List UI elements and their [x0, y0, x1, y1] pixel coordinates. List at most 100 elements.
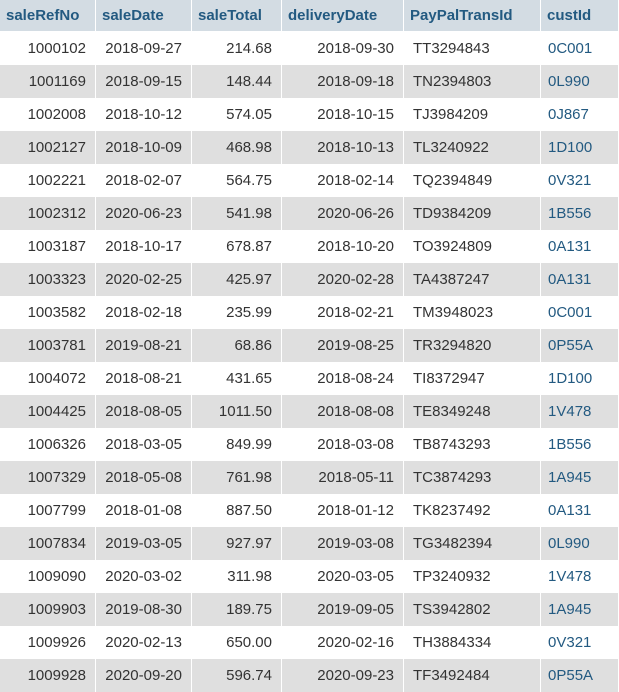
- cell-salerefno: 1004072: [0, 362, 96, 395]
- table-row: 1002221 2018-02-07 564.75 2018-02-14 TQ23948…: [0, 164, 619, 197]
- cell-paypaltransid: TO3924809: [404, 230, 541, 263]
- cell-custid-link[interactable]: 0C001: [541, 296, 619, 329]
- cell-saledate: 2019-08-21: [96, 329, 192, 362]
- cell-saletotal: 214.68: [192, 32, 282, 65]
- cell-salerefno: 1002221: [0, 164, 96, 197]
- cell-paypaltransid: TB8743293: [404, 428, 541, 461]
- table-row: 1003582 2018-02-18 235.99 2018-02-21 TM39480…: [0, 296, 619, 329]
- cell-custid-link[interactable]: 0P55A: [541, 329, 619, 362]
- table-row: 1000102 2018-09-27 214.68 2018-09-30 TT32948…: [0, 32, 619, 65]
- cell-saletotal: 678.87: [192, 230, 282, 263]
- cell-deliverydate: 2018-02-14: [282, 164, 404, 197]
- cell-paypaltransid: TC3874293: [404, 461, 541, 494]
- column-header-saletotal[interactable]: saleTotal: [192, 0, 282, 32]
- cell-paypaltransid: TA4387247: [404, 263, 541, 296]
- cell-paypaltransid: TS3942802: [404, 593, 541, 626]
- cell-saletotal: 541.98: [192, 197, 282, 230]
- cell-custid-link[interactable]: 0J867: [541, 98, 619, 131]
- cell-paypaltransid: TM3948023: [404, 296, 541, 329]
- cell-saledate: 2018-08-21: [96, 362, 192, 395]
- cell-deliverydate: 2018-03-08: [282, 428, 404, 461]
- header-row: saleRefNo saleDate saleTotal deliveryDat…: [0, 0, 619, 32]
- cell-deliverydate: 2018-05-11: [282, 461, 404, 494]
- cell-saledate: 2020-06-23: [96, 197, 192, 230]
- cell-saletotal: 68.86: [192, 329, 282, 362]
- table-row: 1003323 2020-02-25 425.97 2020-02-28 TA43872…: [0, 263, 619, 296]
- cell-custid-link[interactable]: 1D100: [541, 362, 619, 395]
- table-row: 1006326 2018-03-05 849.99 2018-03-08 TB87432…: [0, 428, 619, 461]
- cell-saledate: 2020-03-02: [96, 560, 192, 593]
- cell-custid-link[interactable]: 1B556: [541, 428, 619, 461]
- cell-salerefno: 1009928: [0, 659, 96, 692]
- cell-salerefno: 1007329: [0, 461, 96, 494]
- cell-saletotal: 849.99: [192, 428, 282, 461]
- cell-paypaltransid: TR3294820: [404, 329, 541, 362]
- cell-saletotal: 650.00: [192, 626, 282, 659]
- cell-saledate: 2018-03-05: [96, 428, 192, 461]
- cell-custid-link[interactable]: 0L990: [541, 65, 619, 98]
- cell-custid-link[interactable]: 1B556: [541, 197, 619, 230]
- table-row: 1009903 2019-08-30 189.75 2019-09-05 TS39428…: [0, 593, 619, 626]
- cell-paypaltransid: TN2394803: [404, 65, 541, 98]
- cell-deliverydate: 2020-02-28: [282, 263, 404, 296]
- cell-deliverydate: 2018-09-30: [282, 32, 404, 65]
- cell-custid-link[interactable]: 0V321: [541, 626, 619, 659]
- cell-salerefno: 1009903: [0, 593, 96, 626]
- cell-saletotal: 564.75: [192, 164, 282, 197]
- cell-salerefno: 1009090: [0, 560, 96, 593]
- column-header-saledate[interactable]: saleDate: [96, 0, 192, 32]
- table-row: 1002127 2018-10-09 468.98 2018-10-13 TL32409…: [0, 131, 619, 164]
- cell-paypaltransid: TG3482394: [404, 527, 541, 560]
- cell-deliverydate: 2019-09-05: [282, 593, 404, 626]
- cell-paypaltransid: TP3240932: [404, 560, 541, 593]
- cell-paypaltransid: TI8372947: [404, 362, 541, 395]
- cell-deliverydate: 2019-03-08: [282, 527, 404, 560]
- cell-custid-link[interactable]: 0V321: [541, 164, 619, 197]
- column-header-paypaltransid[interactable]: PayPalTransId: [404, 0, 541, 32]
- cell-saledate: 2019-08-30: [96, 593, 192, 626]
- cell-custid-link[interactable]: 0L990: [541, 527, 619, 560]
- cell-saletotal: 235.99: [192, 296, 282, 329]
- cell-saledate: 2018-02-07: [96, 164, 192, 197]
- table-row: 1009090 2020-03-02 311.98 2020-03-05 TP32409…: [0, 560, 619, 593]
- cell-custid-link[interactable]: 1A945: [541, 461, 619, 494]
- cell-saletotal: 1011.50: [192, 395, 282, 428]
- cell-paypaltransid: TT3294843: [404, 32, 541, 65]
- cell-saletotal: 574.05: [192, 98, 282, 131]
- table-row: 1002312 2020-06-23 541.98 2020-06-26 TD93842…: [0, 197, 619, 230]
- table-row: 1004425 2018-08-05 1011.50 2018-08-08 TE8349…: [0, 395, 619, 428]
- cell-custid-link[interactable]: 0A131: [541, 230, 619, 263]
- cell-deliverydate: 2018-08-08: [282, 395, 404, 428]
- cell-deliverydate: 2020-03-05: [282, 560, 404, 593]
- cell-custid-link[interactable]: 0C001: [541, 32, 619, 65]
- cell-custid-link[interactable]: 0P55A: [541, 659, 619, 692]
- cell-salerefno: 1001169: [0, 65, 96, 98]
- cell-custid-link[interactable]: 1V478: [541, 395, 619, 428]
- cell-salerefno: 1002008: [0, 98, 96, 131]
- cell-custid-link[interactable]: 1V478: [541, 560, 619, 593]
- cell-saledate: 2020-02-13: [96, 626, 192, 659]
- table-row: 1009926 2020-02-13 650.00 2020-02-16 TH38843…: [0, 626, 619, 659]
- cell-salerefno: 1004425: [0, 395, 96, 428]
- cell-deliverydate: 2018-09-18: [282, 65, 404, 98]
- cell-saledate: 2018-09-27: [96, 32, 192, 65]
- table-row: 1003781 2019-08-21 68.86 2019-08-25 TR329482…: [0, 329, 619, 362]
- cell-salerefno: 1009926: [0, 626, 96, 659]
- cell-custid-link[interactable]: 0A131: [541, 263, 619, 296]
- cell-saledate: 2018-10-09: [96, 131, 192, 164]
- cell-paypaltransid: TD9384209: [404, 197, 541, 230]
- column-header-salerefno[interactable]: saleRefNo: [0, 0, 96, 32]
- cell-saledate: 2018-10-12: [96, 98, 192, 131]
- cell-saledate: 2018-08-05: [96, 395, 192, 428]
- cell-custid-link[interactable]: 1A945: [541, 593, 619, 626]
- column-header-custid[interactable]: custId: [541, 0, 619, 32]
- table-row: 1001169 2018-09-15 148.44 2018-09-18 TN23948…: [0, 65, 619, 98]
- cell-custid-link[interactable]: 0A131: [541, 494, 619, 527]
- cell-saletotal: 431.65: [192, 362, 282, 395]
- cell-salerefno: 1003187: [0, 230, 96, 263]
- table-row: 1007799 2018-01-08 887.50 2018-01-12 TK82374…: [0, 494, 619, 527]
- table-row: 1009928 2020-09-20 596.74 2020-09-23 TF34924…: [0, 659, 619, 692]
- cell-custid-link[interactable]: 1D100: [541, 131, 619, 164]
- column-header-deliverydate[interactable]: deliveryDate: [282, 0, 404, 32]
